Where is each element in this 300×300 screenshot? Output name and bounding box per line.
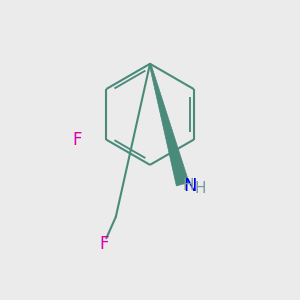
Text: F: F	[99, 235, 109, 253]
Polygon shape	[149, 64, 189, 186]
Text: H: H	[194, 181, 206, 196]
Text: F: F	[72, 130, 82, 148]
Text: H: H	[182, 178, 194, 193]
Text: N: N	[183, 177, 197, 195]
